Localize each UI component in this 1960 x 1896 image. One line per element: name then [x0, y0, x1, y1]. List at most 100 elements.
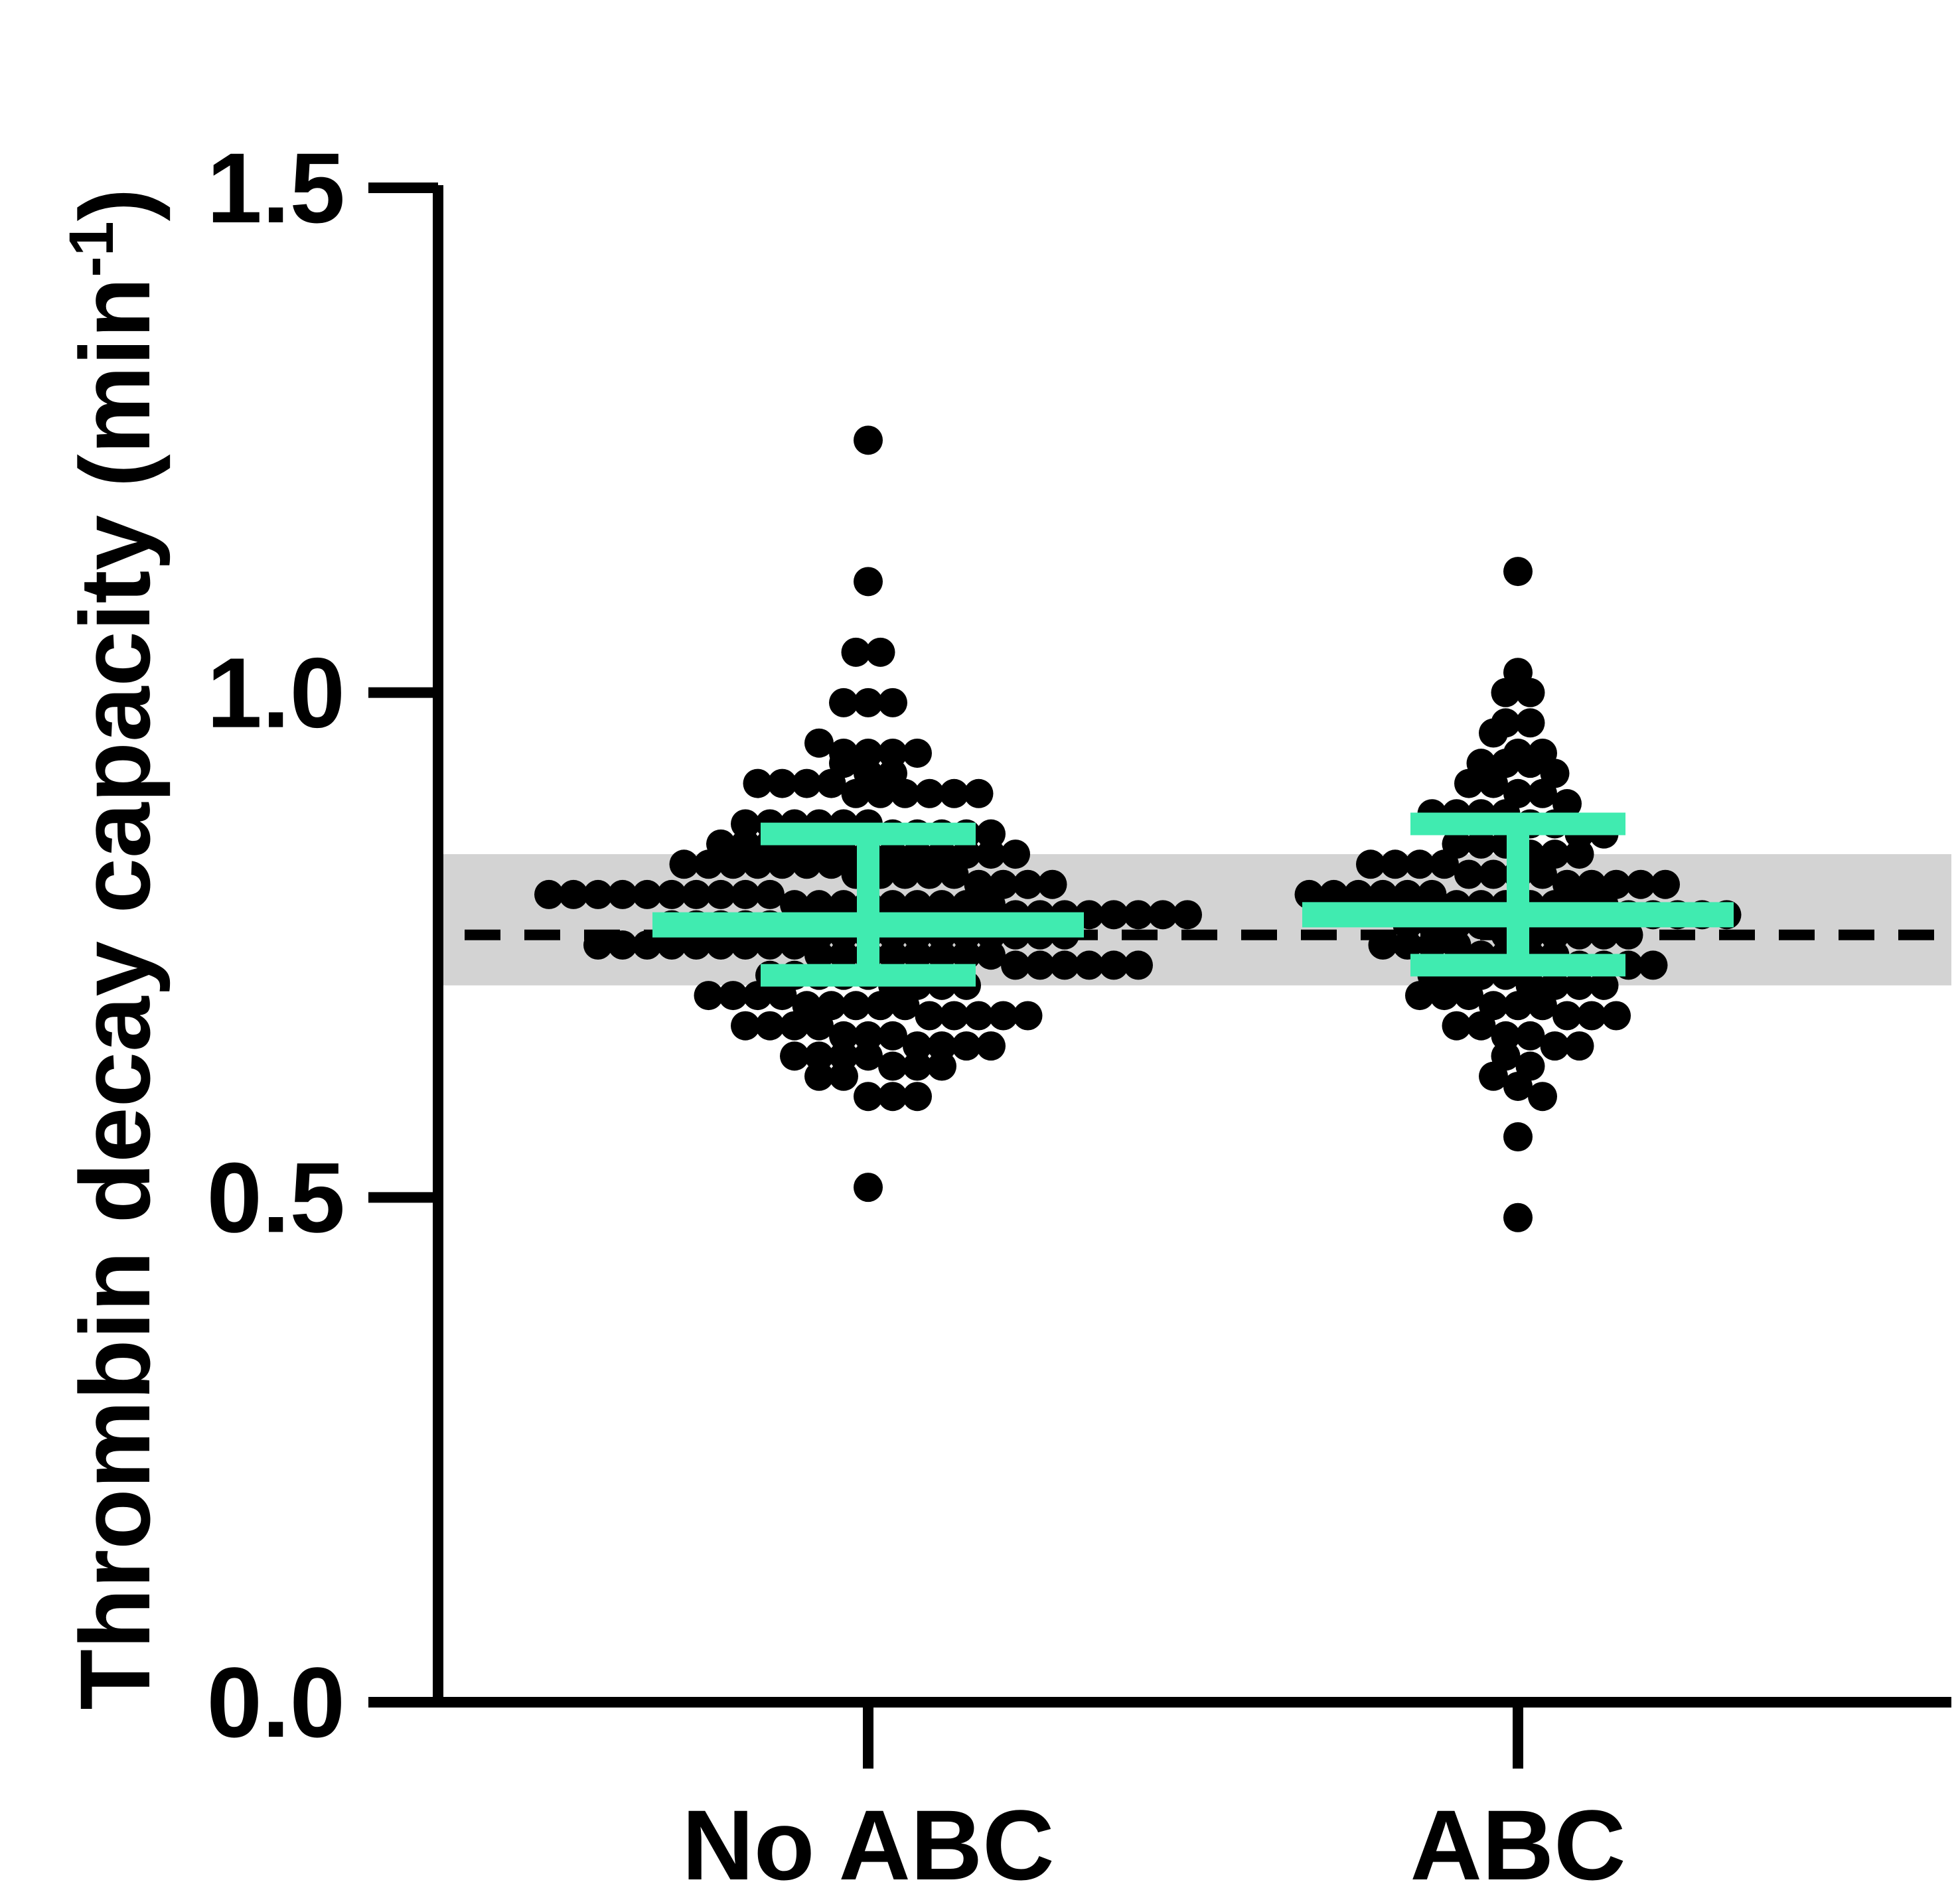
data-point — [792, 768, 822, 798]
data-point — [755, 930, 785, 960]
data-point — [1589, 970, 1619, 1000]
data-point — [903, 1031, 932, 1061]
data-point — [976, 890, 1006, 920]
data-point — [1454, 981, 1483, 1011]
data-point — [731, 879, 760, 909]
data-point — [1381, 849, 1410, 879]
data-point — [743, 849, 773, 879]
data-point — [1528, 991, 1557, 1021]
data-point — [608, 879, 637, 909]
data-point — [829, 688, 858, 717]
y-tick-label: 1.0 — [206, 637, 345, 749]
data-point — [988, 1001, 1018, 1031]
data-point — [1430, 981, 1459, 1011]
data-point — [767, 768, 797, 798]
data-point — [1515, 1021, 1545, 1051]
data-point — [1491, 678, 1521, 707]
data-point — [939, 778, 969, 808]
data-point — [1479, 718, 1508, 748]
data-point — [755, 879, 785, 909]
data-point — [1503, 991, 1533, 1021]
data-point — [1528, 859, 1557, 889]
data-point — [804, 890, 834, 920]
data-point — [583, 930, 613, 960]
data-point — [878, 1082, 907, 1112]
data-point — [694, 981, 723, 1011]
data-point — [1148, 900, 1177, 930]
data-point — [854, 738, 883, 768]
data-point — [1442, 1011, 1471, 1041]
data-point — [841, 637, 871, 667]
data-point — [694, 849, 723, 879]
data-point — [1466, 829, 1496, 859]
y-axis-title-main: Thrombin decay capacity (min — [59, 277, 171, 1710]
axes-layer — [433, 185, 1951, 1708]
data-point — [1417, 879, 1447, 909]
data-point — [1503, 1203, 1533, 1232]
data-point — [854, 1173, 883, 1203]
data-point — [1466, 1011, 1496, 1041]
data-point — [1430, 849, 1459, 879]
data-point — [1124, 950, 1153, 980]
data-point — [841, 991, 871, 1021]
data-point — [927, 1051, 956, 1081]
data-point — [1343, 879, 1373, 909]
data-point — [1037, 869, 1067, 899]
data-point — [718, 981, 748, 1011]
data-point — [1564, 970, 1594, 1000]
data-point — [559, 879, 588, 909]
data-point — [731, 930, 760, 960]
data-point — [829, 1021, 858, 1051]
data-point — [718, 849, 748, 879]
y-axis-title: Thrombin decay capacity (min-1) — [56, 188, 171, 1710]
data-point — [1614, 920, 1643, 950]
data-point — [952, 1031, 981, 1061]
data-point — [1294, 879, 1324, 909]
data-point — [633, 879, 662, 909]
data-point — [706, 930, 735, 960]
data-point — [780, 1041, 809, 1071]
data-point — [804, 940, 834, 970]
data-point — [976, 1031, 1006, 1061]
data-point — [682, 879, 711, 909]
data-point — [1001, 950, 1030, 980]
y-tick-label: 0.5 — [206, 1141, 345, 1253]
data-point — [1075, 950, 1104, 980]
data-point — [829, 1041, 858, 1071]
data-point — [1417, 930, 1447, 960]
data-point — [829, 1061, 858, 1091]
data-point — [915, 1001, 944, 1031]
data-point — [780, 1011, 809, 1041]
data-point — [792, 849, 822, 879]
data-point — [1528, 778, 1557, 808]
data-point — [903, 890, 932, 920]
data-point — [767, 981, 797, 1011]
data-point — [1368, 879, 1398, 909]
data-point — [878, 940, 907, 970]
data-point — [780, 890, 809, 920]
data-point — [1393, 879, 1422, 909]
data-point — [878, 688, 907, 717]
data-point — [854, 1021, 883, 1051]
data-point — [1442, 930, 1471, 960]
data-point — [743, 981, 773, 1011]
data-point — [1319, 879, 1349, 909]
data-point — [890, 991, 920, 1021]
data-point — [939, 1001, 969, 1031]
data-point — [1025, 950, 1055, 980]
data-point — [816, 849, 846, 879]
data-point — [1099, 950, 1128, 980]
data-point — [927, 1031, 956, 1061]
data-point — [657, 879, 686, 909]
data-point — [903, 1051, 932, 1081]
data-point — [1602, 1001, 1631, 1031]
data-point — [1491, 1021, 1521, 1051]
x-category-label: ABC — [1410, 1789, 1626, 1896]
data-point — [608, 930, 637, 960]
data-point — [731, 1011, 760, 1041]
data-point — [829, 940, 858, 970]
data-point — [633, 930, 662, 960]
y-ticks-layer: 0.0 0.5 1.0 1.5 — [206, 132, 438, 1758]
data-point — [866, 778, 895, 808]
data-point — [854, 1082, 883, 1112]
